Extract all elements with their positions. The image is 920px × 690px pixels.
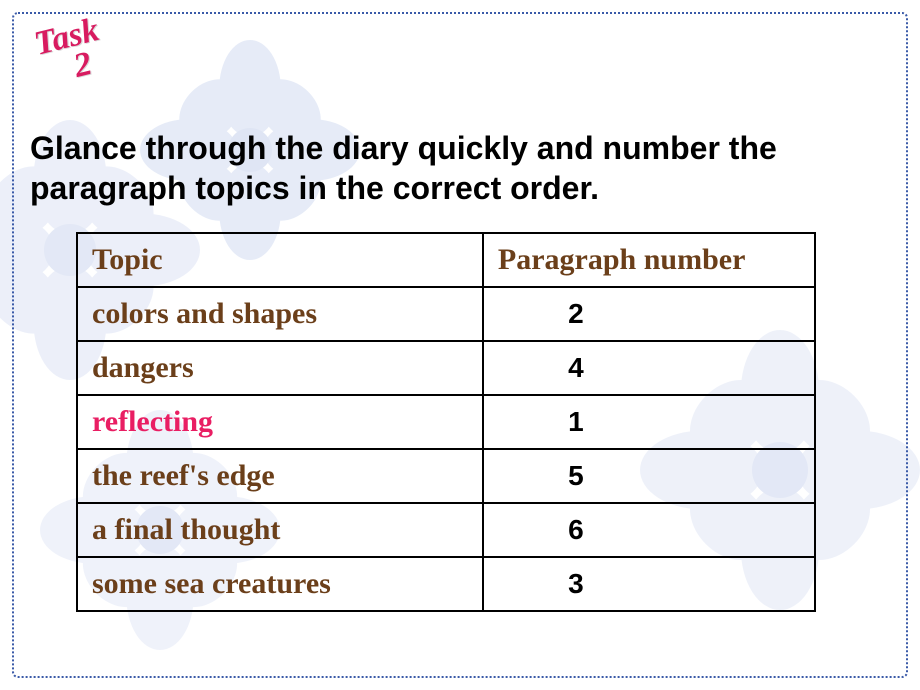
header-number: Paragraph number xyxy=(483,233,815,287)
topic-cell: colors and shapes xyxy=(77,287,483,341)
header-topic: Topic xyxy=(77,233,483,287)
number-cell: 5 xyxy=(483,449,815,503)
table-row: the reef's edge 5 xyxy=(77,449,815,503)
number-cell: 4 xyxy=(483,341,815,395)
number-cell: 6 xyxy=(483,503,815,557)
topic-cell: some sea creatures xyxy=(77,557,483,611)
topic-cell-highlighted: reflecting xyxy=(77,395,483,449)
number-cell: 2 xyxy=(483,287,815,341)
table-body: colors and shapes 2 dangers 4 reflecting… xyxy=(77,287,815,611)
table-header-row: Topic Paragraph number xyxy=(77,233,815,287)
topics-table: Topic Paragraph number colors and shapes… xyxy=(76,232,816,612)
table-row: colors and shapes 2 xyxy=(77,287,815,341)
topics-table-container: Topic Paragraph number colors and shapes… xyxy=(76,232,816,612)
number-cell: 1 xyxy=(483,395,815,449)
table-row: dangers 4 xyxy=(77,341,815,395)
table-row: a final thought 6 xyxy=(77,503,815,557)
instruction-text: Glance through the diary quickly and num… xyxy=(30,128,910,208)
topic-cell: a final thought xyxy=(77,503,483,557)
task-label: Task 2 xyxy=(32,15,110,90)
table-row: reflecting 1 xyxy=(77,395,815,449)
topic-cell: dangers xyxy=(77,341,483,395)
table-row: some sea creatures 3 xyxy=(77,557,815,611)
slide-content: Task 2 Glance through the diary quickly … xyxy=(0,0,920,690)
number-cell: 3 xyxy=(483,557,815,611)
topic-cell: the reef's edge xyxy=(77,449,483,503)
